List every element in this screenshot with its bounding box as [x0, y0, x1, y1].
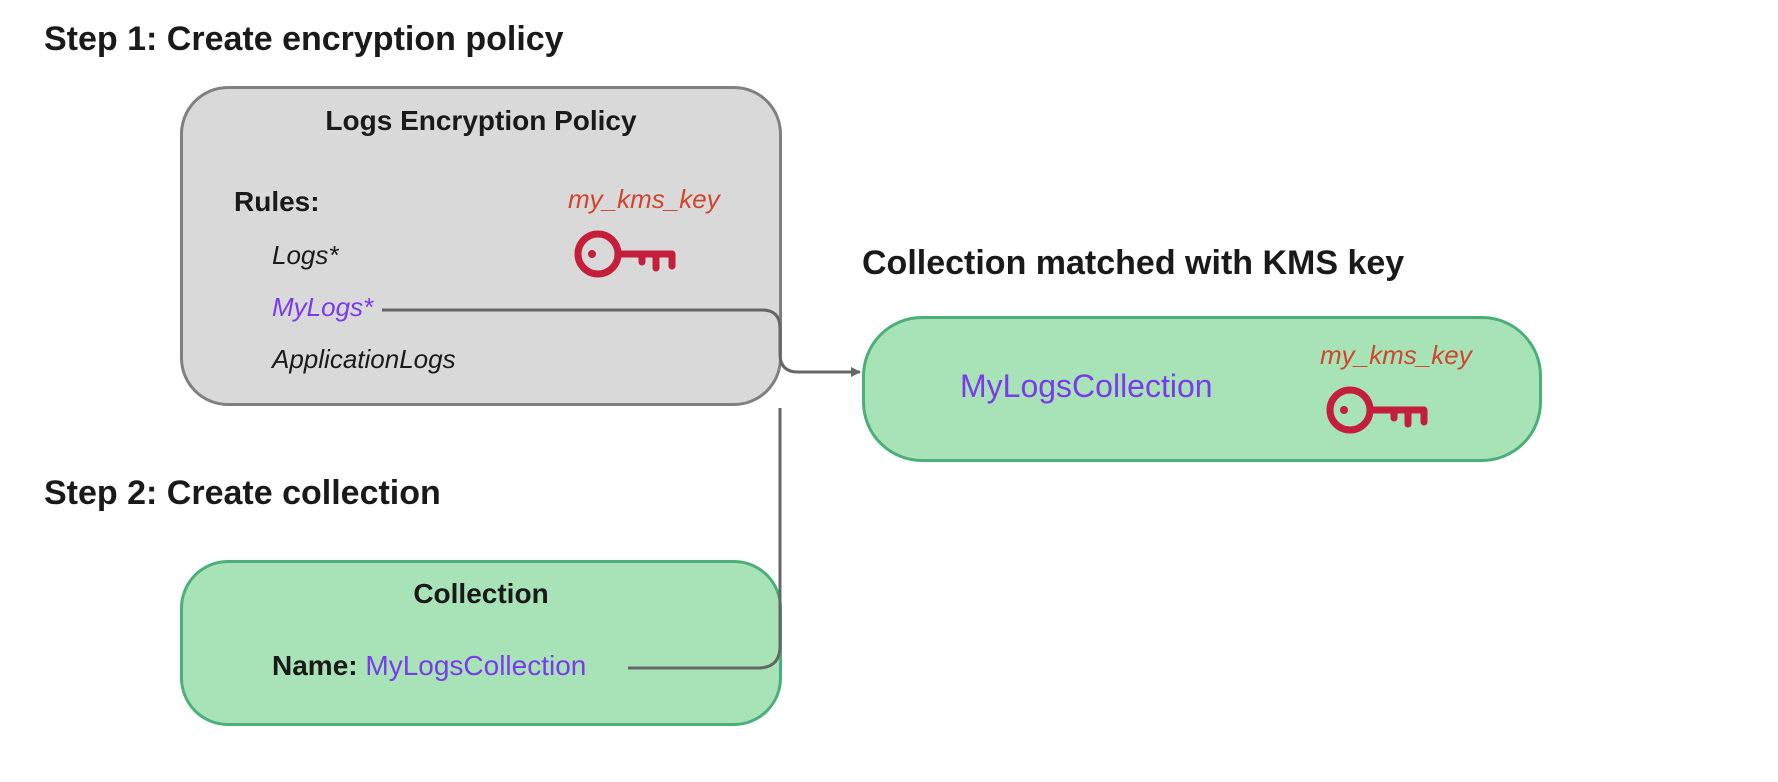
result-collection-name: MyLogsCollection [960, 368, 1213, 405]
policy-box-title: Logs Encryption Policy [180, 105, 782, 137]
kms-key-label: my_kms_key [568, 184, 720, 215]
rule-item-text: MyLogs* [272, 292, 373, 322]
collection-name-row: Name: MyLogsCollection [272, 650, 586, 682]
step2-heading: Step 2: Create collection [44, 474, 441, 513]
collection-name-value: MyLogsCollection [365, 650, 586, 681]
rule-item: Logs* [272, 240, 339, 271]
result-heading-text: Collection matched with KMS key [862, 244, 1404, 282]
kms-key-label: my_kms_key [1320, 340, 1472, 371]
step1-heading: Step 1: Create encryption policy [44, 20, 564, 59]
result-collection-name-text: MyLogsCollection [960, 368, 1213, 404]
result-heading: Collection matched with KMS key [862, 244, 1404, 283]
kms-key-label-text: my_kms_key [568, 184, 720, 214]
rule-item: MyLogs* [272, 292, 373, 323]
collection-box-title: Collection [180, 578, 782, 610]
rule-item: ApplicationLogs [272, 344, 456, 375]
rule-item-text: ApplicationLogs [272, 344, 456, 374]
step2-heading-text: Step 2: Create collection [44, 474, 441, 512]
kms-key-label-text: my_kms_key [1320, 340, 1472, 370]
policy-box-title-text: Logs Encryption Policy [325, 105, 636, 136]
rules-label: Rules: [234, 186, 320, 218]
step1-heading-text: Step 1: Create encryption policy [44, 20, 564, 58]
collection-box-title-text: Collection [413, 578, 548, 609]
collection-name-label: Name: [272, 650, 358, 681]
rules-label-text: Rules: [234, 186, 320, 217]
rule-item-text: Logs* [272, 240, 339, 270]
key-icon [1322, 378, 1442, 443]
key-icon [570, 222, 690, 287]
